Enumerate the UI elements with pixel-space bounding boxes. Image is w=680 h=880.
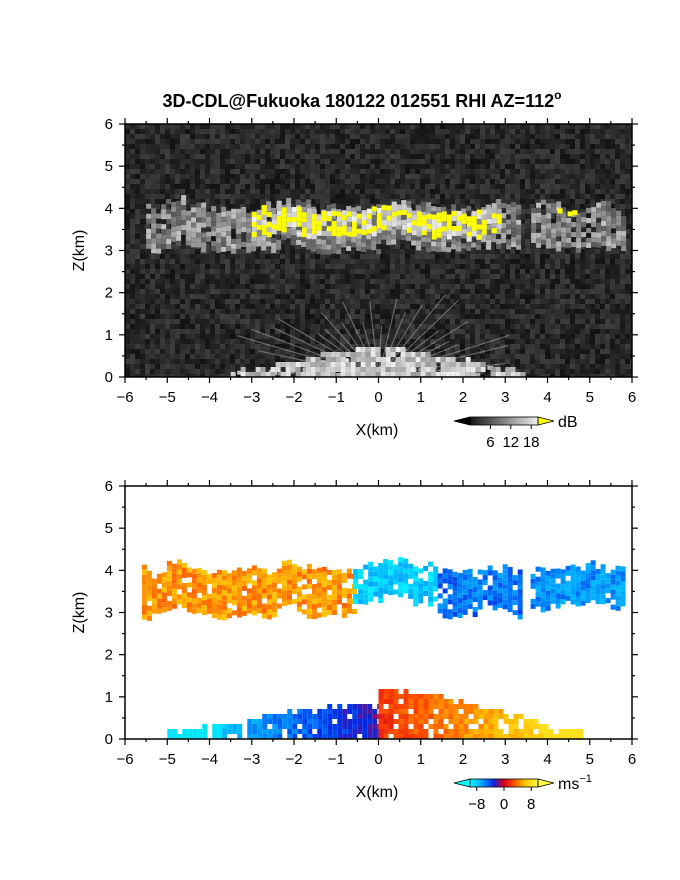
x-tick-label: −6 — [116, 751, 133, 768]
y-tick-label: 6 — [105, 116, 113, 133]
colorbar-tick-label: 8 — [527, 796, 535, 813]
feature-strong-echo — [251, 200, 502, 242]
feature-strong-echo — [557, 208, 578, 217]
x-axis-label: X(km) — [356, 422, 399, 439]
x-tick-label: 1 — [417, 751, 425, 768]
x-tick-label: −5 — [159, 751, 176, 768]
y-tick-label: 5 — [105, 520, 113, 537]
colorbar-tick-label: −8 — [468, 796, 485, 813]
title-text: 3D-CDL@Fukuoka 180122 012551 RHI AZ=112 — [163, 91, 555, 111]
feature-cloud-layer — [141, 559, 357, 621]
noise-cells — [125, 124, 632, 377]
x-tick-label: −1 — [328, 389, 345, 406]
x-tick-label: −1 — [328, 751, 345, 768]
y-tick-label: 4 — [105, 562, 113, 579]
y-tick-label: 1 — [105, 689, 113, 706]
colorbar-low-arrow — [453, 778, 471, 788]
title-superscript: o — [554, 88, 561, 102]
figure-title: 3D-CDL@Fukuoka 180122 012551 RHI AZ=112o — [163, 88, 562, 111]
colorbar-unit: dB — [558, 414, 578, 431]
y-tick-label: 6 — [105, 478, 113, 495]
x-tick-label: −4 — [201, 751, 218, 768]
x-tick-label: 4 — [543, 751, 551, 768]
plot-area — [125, 124, 632, 377]
colorbar-tick-label: 6 — [486, 434, 494, 451]
x-tick-label: 0 — [374, 389, 382, 406]
x-tick-label: 0 — [374, 751, 382, 768]
x-tick-label: 5 — [586, 389, 594, 406]
y-axis-label: Z(km) — [71, 592, 88, 634]
x-tick-label: 2 — [459, 389, 467, 406]
y-tick-label: 3 — [105, 243, 113, 260]
x-tick-label: 2 — [459, 751, 467, 768]
axis-ticks — [119, 118, 638, 383]
y-tick-label: 4 — [105, 200, 113, 217]
x-tick-label: 6 — [628, 751, 636, 768]
x-tick-label: 3 — [501, 751, 509, 768]
y-axis-label: Z(km) — [71, 230, 88, 272]
x-axis-label: X(km) — [356, 784, 399, 801]
x-tick-label: 6 — [628, 389, 636, 406]
x-tick-label: −2 — [285, 751, 302, 768]
x-tick-label: −3 — [243, 389, 260, 406]
feature-cloud-layer — [353, 557, 439, 607]
colorbar-unit-text: dB — [558, 414, 578, 431]
y-tick-label: 0 — [105, 731, 113, 748]
y-tick-label: 5 — [105, 158, 113, 175]
colorbar-tick-label: 18 — [523, 434, 540, 451]
x-tick-label: 5 — [586, 751, 594, 768]
y-tick-label: 1 — [105, 327, 113, 344]
x-tick-label: 3 — [501, 389, 509, 406]
x-tick-label: 4 — [543, 389, 551, 406]
y-tick-label: 0 — [105, 369, 113, 386]
colorbar-unit-text: ms — [558, 776, 579, 793]
x-tick-label: −2 — [285, 389, 302, 406]
x-tick-label: −5 — [159, 389, 176, 406]
feature-cloud-layer — [530, 560, 626, 613]
x-tick-label: −3 — [243, 751, 260, 768]
y-tick-label: 2 — [105, 285, 113, 302]
feature-ground-clutter — [230, 347, 526, 377]
colorbar-low-arrow — [453, 416, 471, 426]
feature-boundary-layer — [378, 689, 584, 739]
x-tick-label: −4 — [201, 389, 218, 406]
feature-cloud-layer — [437, 564, 523, 620]
y-tick-label: 3 — [105, 605, 113, 622]
velocity-panel: −6 −5 −4 −3 −2 −1 0 1 2 3 4 5 6 0 1 2 3 4 5 6 X(km) Z(km) −8 0 8… — [71, 478, 638, 813]
axis-ticks — [119, 480, 638, 745]
colorbar-high-arrow — [537, 416, 555, 426]
colorbar: −8 0 8 ms−1 — [453, 773, 592, 813]
plot-area — [125, 486, 632, 739]
colorbar-unit: ms−1 — [558, 773, 592, 793]
colorbar-tick-label: 12 — [502, 434, 519, 451]
colorbar: 6 12 18 dB — [453, 414, 578, 451]
x-tick-label: −6 — [116, 389, 133, 406]
x-tick-label: 1 — [417, 389, 425, 406]
colorbar-high-arrow — [537, 778, 555, 788]
colorbar-unit-superscript: −1 — [579, 773, 592, 785]
colorbar-tick-label: 0 — [500, 796, 508, 813]
feature-boundary-layer — [167, 704, 383, 739]
y-tick-label: 2 — [105, 647, 113, 664]
